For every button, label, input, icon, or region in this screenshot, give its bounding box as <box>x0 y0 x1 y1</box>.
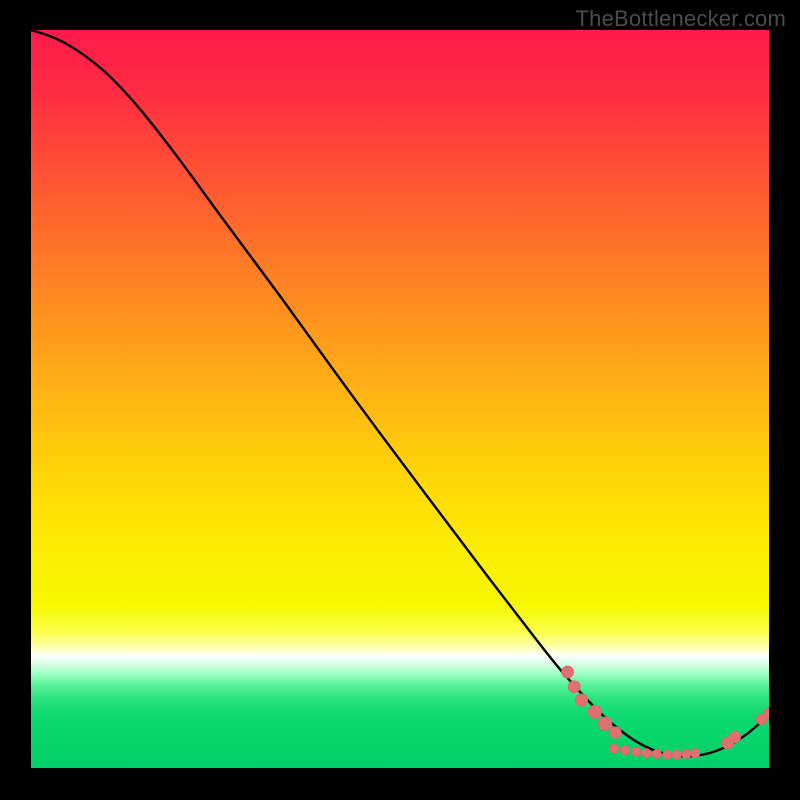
chart-frame: TheBottlenecker.com <box>0 0 800 800</box>
data-marker <box>620 746 629 755</box>
data-marker <box>588 705 601 718</box>
data-marker <box>568 681 580 693</box>
data-marker <box>632 747 641 756</box>
data-marker <box>652 749 661 758</box>
plot-svg <box>31 30 769 768</box>
data-marker <box>562 666 574 678</box>
data-marker <box>682 749 691 758</box>
data-marker <box>691 749 700 758</box>
data-marker <box>610 727 622 739</box>
data-marker <box>672 750 681 759</box>
data-marker <box>575 694 587 706</box>
data-marker <box>609 744 618 753</box>
watermark-text: TheBottlenecker.com <box>576 6 786 32</box>
gradient-background <box>31 30 769 768</box>
data-marker <box>642 749 651 758</box>
data-marker <box>663 750 672 759</box>
data-marker <box>729 731 740 742</box>
plot-area <box>31 30 769 768</box>
data-marker <box>598 717 612 731</box>
